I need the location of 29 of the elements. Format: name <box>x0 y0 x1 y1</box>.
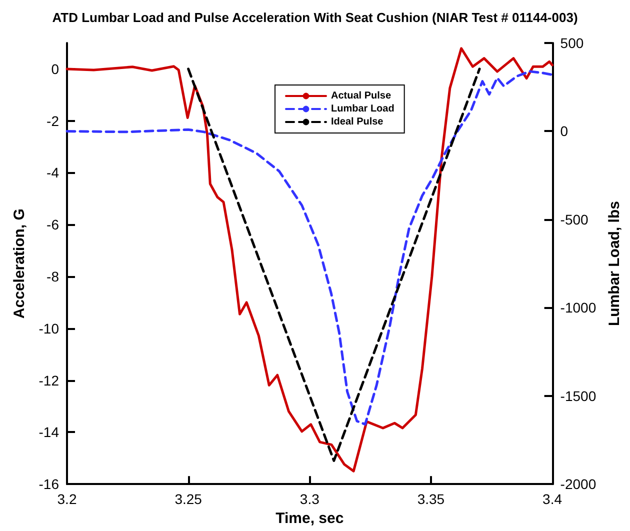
line-series <box>66 47 554 472</box>
y-tick-label: -12 <box>38 372 60 388</box>
x-tick-label: 3.3 <box>300 491 320 508</box>
y2-tick-label: -500 <box>560 211 589 228</box>
y-tick-label: -10 <box>38 320 60 336</box>
x-tick-label: 3.25 <box>174 491 202 508</box>
y2-tick-label: -1500 <box>560 388 596 404</box>
y-tick-label: -16 <box>38 476 60 492</box>
x-axis-title: Time, sec <box>276 510 344 527</box>
y-tick-label: 0 <box>51 60 60 77</box>
legend-label: Lumbar Load <box>331 104 394 114</box>
y-tick-label: -2 <box>46 112 60 129</box>
x-tick-label: 3.35 <box>417 491 445 508</box>
y-tick-label: -8 <box>46 268 60 285</box>
legend-label: Ideal Pulse <box>331 116 384 128</box>
y2-tick-label: 500 <box>560 35 584 51</box>
x-tick-label: 3.2 <box>57 491 77 508</box>
chart-title: ATD Lumbar Load and Pulse Acceleration With Seat Cushion (NIAR Test # 01144-003) <box>52 10 578 25</box>
y-axis-title: Acceleration, G <box>11 208 28 319</box>
y2-tick-label: 0 <box>560 123 568 140</box>
y2-axis-title: Lumbar Load, lbs <box>606 201 623 326</box>
y2-tick-label: -1000 <box>560 300 596 316</box>
y-tick-label: -6 <box>46 216 60 233</box>
y2-tick-label: -2000 <box>560 476 596 492</box>
y-tick-label: -14 <box>38 424 60 440</box>
legend-label: Actual Pulse <box>331 90 392 102</box>
x-tick-label: 3.4 <box>542 491 562 508</box>
line-series <box>66 70 554 426</box>
y-tick-label: -4 <box>46 164 60 181</box>
